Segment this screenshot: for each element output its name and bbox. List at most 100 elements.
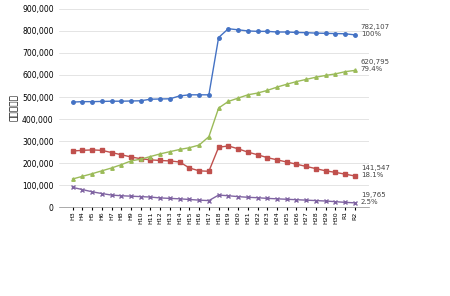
くみ取り人口 bbox=[138, 195, 144, 198]
浄化槽人口 bbox=[342, 172, 348, 176]
浄化槽人口 bbox=[187, 166, 192, 170]
行政区域内人口 bbox=[167, 97, 173, 101]
くみ取り人口 bbox=[225, 194, 231, 197]
くみ取り人口 bbox=[206, 199, 211, 202]
くみ取り人口 bbox=[80, 188, 85, 191]
浄化槽人口 bbox=[323, 169, 328, 173]
くみ取り人口 bbox=[313, 199, 319, 202]
行政区域内人口 bbox=[109, 99, 114, 103]
浄化槽人口 bbox=[284, 160, 289, 164]
下水道人口 bbox=[245, 93, 251, 96]
くみ取り人口 bbox=[99, 192, 104, 195]
くみ取り人口 bbox=[128, 194, 134, 198]
浄化槽人口 bbox=[177, 160, 182, 164]
下水道人口 bbox=[255, 91, 260, 95]
下水道人口 bbox=[99, 169, 104, 173]
Text: 19,765
2.5%: 19,765 2.5% bbox=[361, 192, 385, 205]
浄化槽人口 bbox=[119, 153, 124, 157]
下水道人口 bbox=[265, 89, 270, 92]
下水道人口 bbox=[333, 72, 338, 76]
行政区域内人口 bbox=[187, 93, 192, 96]
くみ取り人口 bbox=[216, 193, 221, 197]
浄化槽人口 bbox=[109, 151, 114, 154]
Text: 782,107
100%: 782,107 100% bbox=[361, 24, 390, 37]
くみ取り人口 bbox=[294, 198, 299, 202]
くみ取り人口 bbox=[177, 197, 182, 201]
浄化槽人口 bbox=[206, 170, 211, 173]
下水道人口 bbox=[167, 150, 173, 153]
くみ取り人口 bbox=[187, 198, 192, 201]
浄化槽人口 bbox=[70, 149, 75, 153]
くみ取り人口 bbox=[158, 196, 163, 200]
下水道人口 bbox=[138, 157, 144, 161]
下水道人口 bbox=[313, 75, 319, 79]
行政区域内人口 bbox=[128, 99, 134, 103]
行政区域内人口 bbox=[323, 32, 328, 35]
行政区域内人口 bbox=[274, 30, 280, 34]
下水道人口 bbox=[177, 148, 182, 151]
くみ取り人口 bbox=[342, 201, 348, 204]
浄化槽人口 bbox=[216, 146, 221, 149]
くみ取り人口 bbox=[323, 199, 328, 203]
下水道人口 bbox=[148, 155, 153, 158]
下水道人口 bbox=[352, 69, 358, 72]
くみ取り人口 bbox=[303, 198, 309, 202]
くみ取り人口 bbox=[148, 195, 153, 199]
下水道人口 bbox=[80, 175, 85, 178]
行政区域内人口 bbox=[225, 27, 231, 30]
行政区域内人口 bbox=[265, 30, 270, 33]
行政区域内人口 bbox=[333, 32, 338, 35]
くみ取り人口 bbox=[255, 196, 260, 200]
下水道人口 bbox=[284, 83, 289, 86]
浄化槽人口 bbox=[313, 167, 319, 170]
下水道人口 bbox=[274, 85, 280, 89]
浄化槽人口 bbox=[274, 158, 280, 162]
行政区域内人口 bbox=[206, 93, 211, 96]
行政区域内人口 bbox=[177, 94, 182, 98]
浄化槽人口 bbox=[128, 155, 134, 159]
浄化槽人口 bbox=[294, 163, 299, 166]
行政区域内人口 bbox=[294, 31, 299, 34]
下水道人口 bbox=[235, 96, 241, 100]
下水道人口 bbox=[216, 106, 221, 110]
行政区域内人口 bbox=[303, 31, 309, 34]
下水道人口 bbox=[197, 143, 202, 147]
浄化槽人口 bbox=[303, 165, 309, 168]
行政区域内人口 bbox=[197, 93, 202, 96]
くみ取り人口 bbox=[167, 197, 173, 200]
くみ取り人口 bbox=[70, 186, 75, 189]
下水道人口 bbox=[303, 78, 309, 81]
行政区域内人口 bbox=[80, 100, 85, 103]
浄化槽人口 bbox=[352, 174, 358, 178]
下水道人口 bbox=[323, 74, 328, 77]
行政区域内人口 bbox=[90, 100, 95, 103]
行政区域内人口 bbox=[245, 29, 251, 33]
下水道人口 bbox=[206, 135, 211, 139]
浄化槽人口 bbox=[167, 159, 173, 163]
行政区域内人口 bbox=[158, 97, 163, 101]
くみ取り人口 bbox=[90, 190, 95, 194]
下水道人口 bbox=[342, 70, 348, 73]
くみ取り人口 bbox=[109, 193, 114, 197]
くみ取り人口 bbox=[284, 197, 289, 201]
Y-axis label: 人口［人］: 人口［人］ bbox=[10, 95, 19, 121]
Line: くみ取り人口: くみ取り人口 bbox=[71, 186, 356, 205]
行政区域内人口 bbox=[119, 99, 124, 103]
Text: 141,547
18.1%: 141,547 18.1% bbox=[361, 165, 390, 178]
Line: 行政区域内人口: 行政区域内人口 bbox=[71, 27, 356, 104]
下水道人口 bbox=[158, 152, 163, 156]
くみ取り人口 bbox=[333, 200, 338, 203]
くみ取り人口 bbox=[274, 197, 280, 201]
行政区域内人口 bbox=[284, 30, 289, 34]
浄化槽人口 bbox=[245, 150, 251, 154]
下水道人口 bbox=[119, 163, 124, 166]
行政区域内人口 bbox=[235, 28, 241, 32]
行政区域内人口 bbox=[216, 36, 221, 39]
下水道人口 bbox=[70, 177, 75, 181]
浄化槽人口 bbox=[255, 153, 260, 157]
浄化槽人口 bbox=[158, 159, 163, 162]
下水道人口 bbox=[225, 100, 231, 103]
下水道人口 bbox=[90, 172, 95, 176]
浄化槽人口 bbox=[225, 144, 231, 148]
Line: 下水道人口: 下水道人口 bbox=[71, 69, 356, 181]
